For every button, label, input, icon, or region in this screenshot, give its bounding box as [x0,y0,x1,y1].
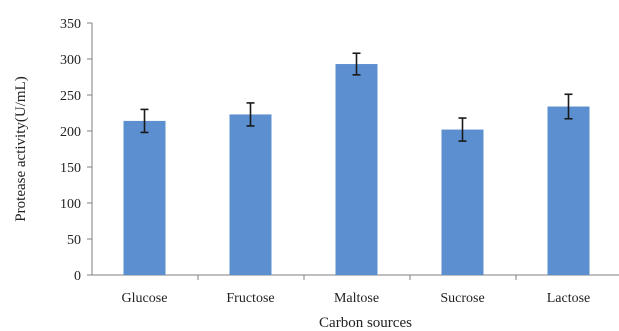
x-axis-tick-labels: Glucose Fructose Maltose Sucrose Lactose [122,275,591,306]
bar-lactose [547,106,590,276]
x-tick-label: Sucrose [440,291,484,306]
y-tick-label: 50 [67,233,81,248]
x-tick-label: Lactose [547,291,591,306]
x-axis-title: Carbon sources [319,315,412,331]
y-tick-label: 200 [60,125,81,140]
y-axis-title: Protease activity(U/mL) [13,76,29,221]
y-tick-label: 350 [60,17,81,32]
bar-maltose [335,64,378,275]
bars-group [123,52,590,276]
x-tick-label: Glucose [122,291,168,306]
bar-sucrose [441,129,484,275]
x-tick-label: Maltose [334,291,379,306]
y-tick-label: 100 [60,197,81,212]
bar-fructose [229,114,272,275]
y-tick-label: 0 [74,269,81,284]
y-axis-ticks: 0 50 100 150 200 250 300 350 [60,17,92,284]
y-tick-label: 150 [60,161,81,176]
y-tick-label: 250 [60,89,81,104]
y-tick-label: 300 [60,53,81,68]
bar-glucose [123,120,166,275]
x-tick-label: Fructose [226,291,274,306]
